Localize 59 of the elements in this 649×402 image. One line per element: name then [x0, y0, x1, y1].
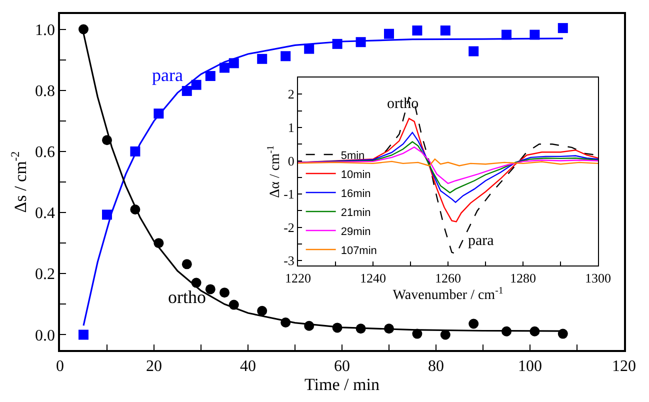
legend-label: 107min	[340, 244, 377, 257]
point	[182, 259, 192, 270]
point	[280, 51, 291, 62]
x-tick-label: 20	[146, 358, 162, 375]
point	[440, 330, 450, 340]
y-tick-label: 0.0	[35, 327, 56, 344]
x-tick-label: 1220	[285, 270, 312, 286]
y-tick-label: 0.2	[35, 266, 56, 284]
y-tick-label: 0	[288, 153, 294, 168]
point	[182, 86, 192, 96]
point	[205, 284, 216, 294]
y-tick-label: 1	[288, 120, 294, 136]
point	[304, 44, 314, 54]
y-tick-label: -2	[284, 220, 294, 235]
y-tick-label: 1.0	[35, 22, 56, 39]
x-tick-label: 1300	[585, 270, 612, 286]
annotation: para	[468, 233, 494, 249]
legend-label: 21min	[340, 206, 371, 219]
x-tick-label: 100	[518, 358, 542, 375]
point	[257, 54, 268, 64]
series-label: ortho	[168, 287, 206, 307]
point	[220, 288, 230, 298]
x-tick-label: 1260	[435, 270, 462, 286]
x-tick-label: 80	[428, 358, 444, 375]
legend-label: 5min	[340, 150, 365, 162]
point	[412, 25, 422, 36]
point	[205, 71, 216, 82]
annotation: ortho	[387, 96, 419, 112]
line-series	[298, 118, 598, 222]
point	[440, 25, 450, 36]
y-tick-label: 0.6	[35, 144, 56, 162]
y-tick-label: 2	[288, 86, 294, 102]
line-series	[298, 158, 598, 166]
x-tick-label: 60	[334, 358, 350, 375]
point	[384, 28, 394, 39]
x-axis-title: Time / min	[304, 374, 380, 394]
point	[191, 80, 202, 90]
point	[558, 23, 568, 34]
series-label: para	[152, 65, 183, 85]
x-tick-label: 1280	[510, 270, 536, 286]
point	[78, 330, 88, 340]
y-tick-label: 0.8	[35, 82, 56, 100]
x-axis-title: Wavenumber / cm$^{-1}$	[392, 285, 504, 304]
x-tick-label: 40	[240, 358, 256, 375]
line-series	[298, 146, 598, 184]
line-series	[298, 132, 598, 203]
point	[468, 46, 479, 56]
legend-label: 29min	[340, 226, 371, 238]
y-tick-label: 0.4	[35, 205, 56, 222]
x-tick-label: 1240	[360, 270, 386, 286]
legend-label: 16min	[340, 188, 371, 200]
x-tick-label: 120	[612, 358, 636, 375]
point	[220, 62, 230, 73]
y-tick-label: -1	[284, 186, 294, 202]
legend-label: 10min	[340, 168, 371, 181]
y-tick-label: -3	[284, 253, 294, 268]
point	[257, 306, 268, 316]
point	[468, 318, 479, 329]
point	[78, 24, 88, 34]
